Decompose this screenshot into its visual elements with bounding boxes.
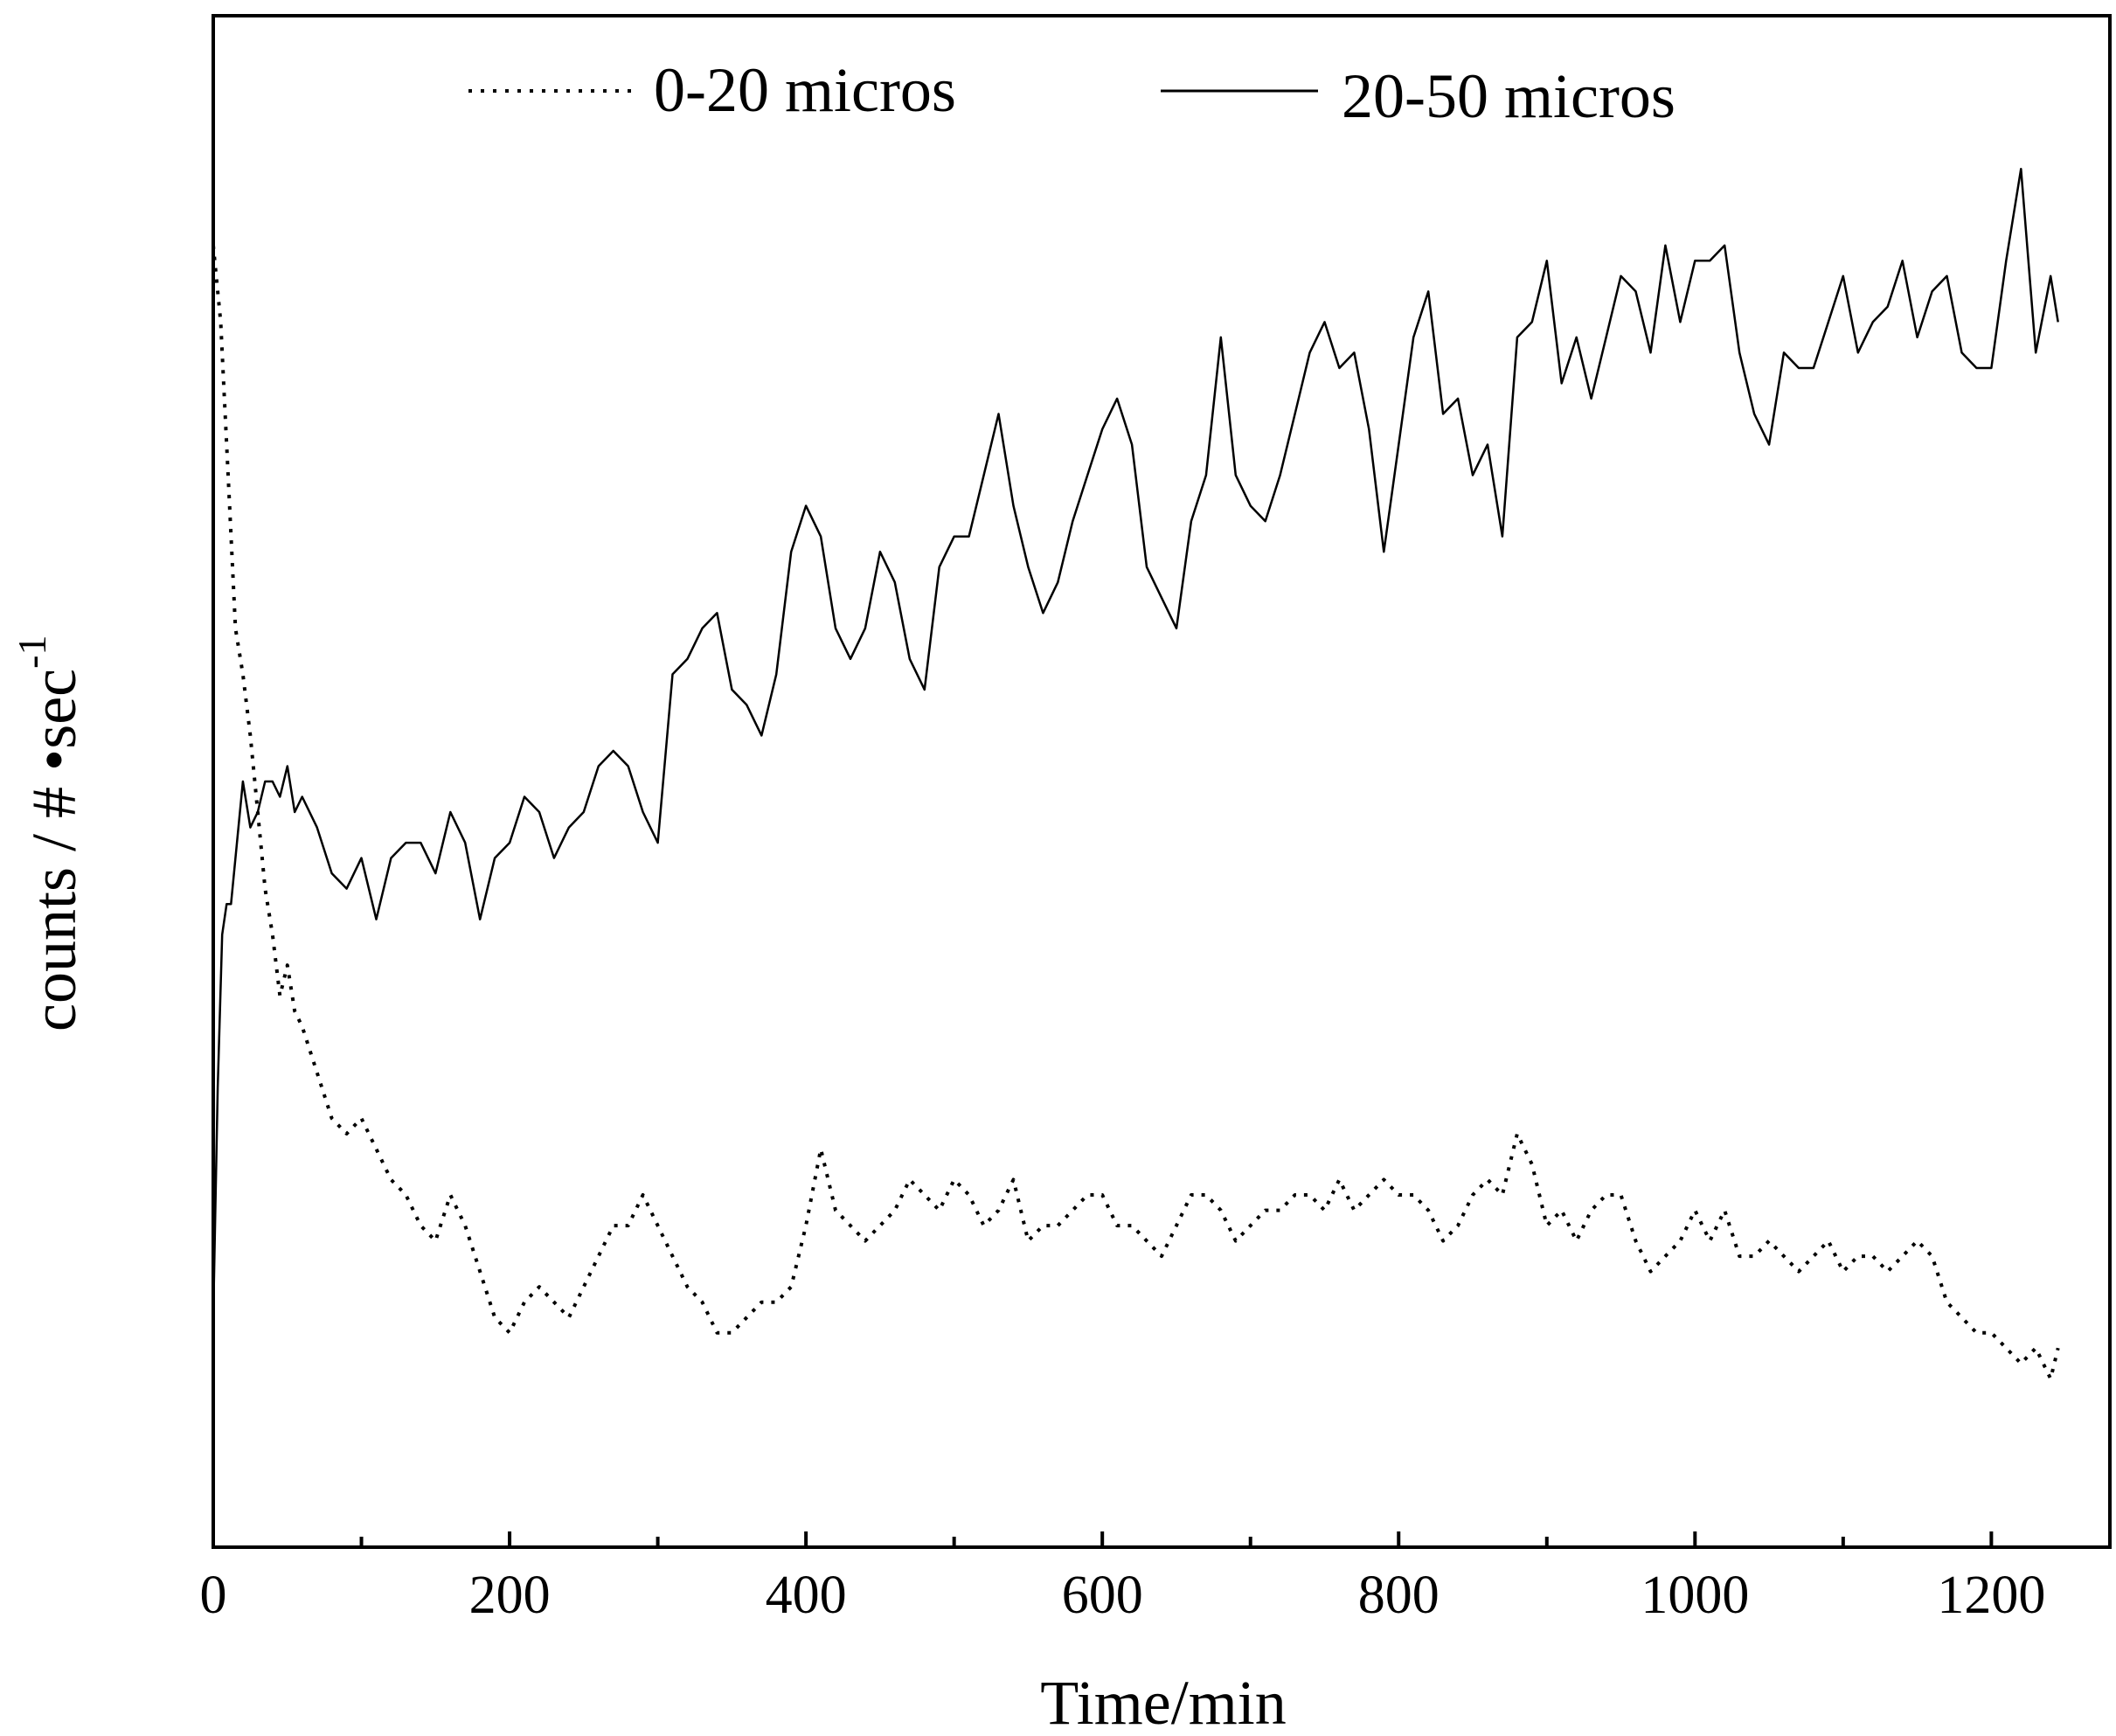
x-tick-label-200: 200	[469, 1566, 551, 1625]
y-axis-title: counts / # •sec-1	[10, 635, 89, 1031]
plot-frame	[212, 14, 2112, 1549]
y-axis-title-main: counts / #	[19, 771, 89, 1031]
legend-label-0-20-micros: 0-20 micros	[654, 55, 956, 125]
series-line-20-50-micros	[212, 167, 2059, 1318]
x-tick-label-600: 600	[1062, 1566, 1143, 1625]
x-tick-label-1200: 1200	[1937, 1566, 2045, 1625]
series-layer	[212, 167, 2060, 1381]
y-axis-title-text: counts / # •sec-1	[10, 635, 89, 1031]
legend-label-20-50-micros: 20-50 micros	[1342, 61, 1675, 131]
series-line-0-20-micros	[212, 245, 2060, 1381]
y-axis-title-unit: sec	[19, 669, 89, 749]
x-tick-label-0: 0	[200, 1566, 227, 1625]
x-axis-title: Time/min	[1040, 1668, 1286, 1736]
legend: 0-20 micros 20-50 micros	[468, 55, 1675, 131]
x-axis-tick-labels: 0 200 400 600 800 1000 1200	[200, 1566, 2046, 1625]
y-axis-title-dot: •	[19, 749, 89, 771]
y-axis-title-exponent: -1	[10, 635, 54, 669]
x-tick-label-400: 400	[766, 1566, 847, 1625]
x-tick-label-800: 800	[1358, 1566, 1440, 1625]
x-tick-label-1000: 1000	[1641, 1566, 1749, 1625]
x-axis-ticks	[212, 1531, 1994, 1547]
